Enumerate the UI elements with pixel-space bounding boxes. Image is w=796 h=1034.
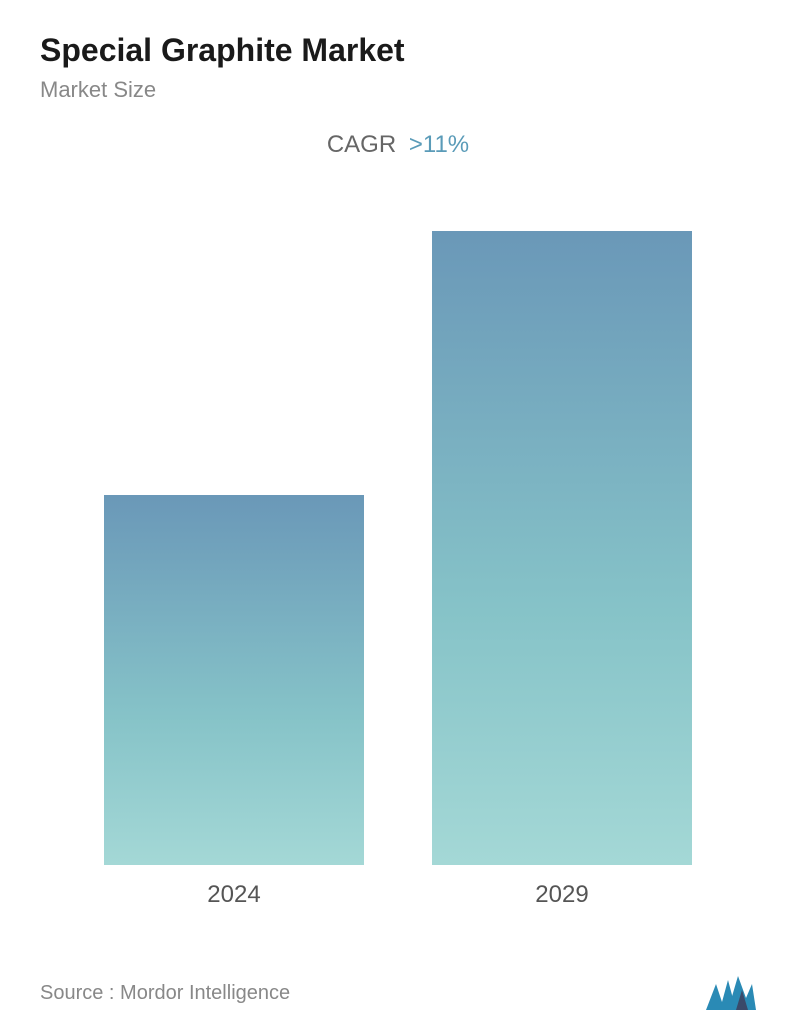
chart-title: Special Graphite Market xyxy=(40,32,756,69)
bar-label-2029: 2029 xyxy=(535,881,588,909)
cagr-value: >11% xyxy=(409,131,469,158)
bar-group-2029: 2029 xyxy=(422,231,702,909)
bar-2024 xyxy=(104,495,364,865)
bar-2029 xyxy=(432,231,692,865)
bar-chart: 2024 2029 xyxy=(40,209,756,909)
bar-label-2024: 2024 xyxy=(207,881,260,909)
source-text: Source : Mordor Intelligence xyxy=(40,982,290,1005)
chart-subtitle: Market Size xyxy=(40,77,756,103)
bar-group-2024: 2024 xyxy=(94,495,374,909)
mordor-logo-icon xyxy=(706,976,756,1010)
cagr-label: CAGR xyxy=(327,131,396,158)
cagr-indicator: CAGR >11% xyxy=(40,131,756,159)
chart-footer: Source : Mordor Intelligence xyxy=(40,976,756,1010)
